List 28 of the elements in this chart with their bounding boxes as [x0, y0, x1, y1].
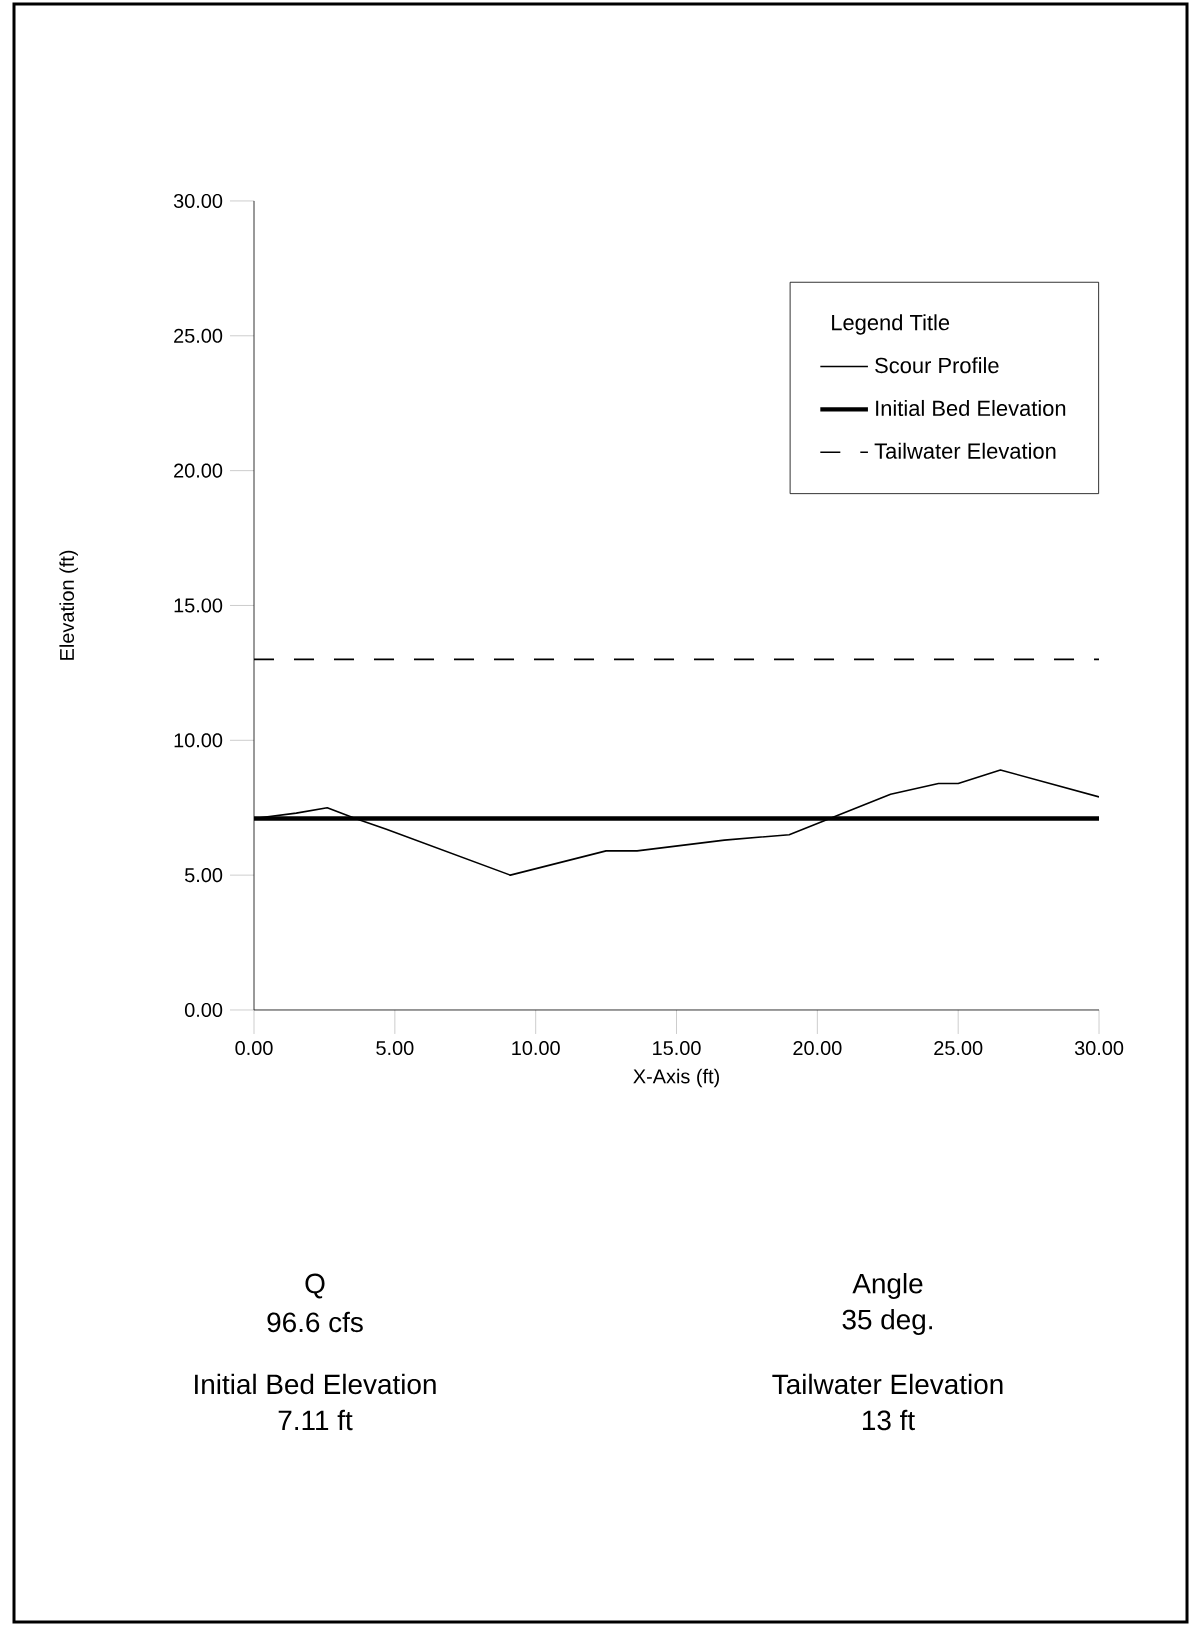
y-tick-label: 5.00: [184, 868, 223, 883]
text: Angle: [852, 1272, 923, 1299]
text: 13 ft: [862, 1409, 915, 1431]
y-tick-label: 30.00: [173, 193, 223, 208]
x-tick-label: 10.00: [512, 1041, 560, 1056]
x-axis-title: X-Axis (ft): [633, 1068, 719, 1088]
x-tick-label: 15.00: [653, 1041, 701, 1056]
text: 96.6 cfs: [267, 1311, 363, 1333]
x-tick-label: 30.00: [1074, 1041, 1124, 1056]
y-tick-label: 10.00: [174, 733, 223, 748]
y-tick-label: 15.00: [174, 598, 223, 613]
y-axis-title: Elevation (ft): [59, 550, 78, 660]
legend-label: Scour Profile: [875, 357, 999, 374]
x-tick-label: 5.00: [376, 1041, 414, 1056]
text: 35 deg.: [842, 1308, 932, 1335]
text: Initial Bed Elevation: [195, 1373, 436, 1395]
x-tick-label: 25.00: [934, 1041, 983, 1056]
legend-label: Initial Bed Elevation: [876, 399, 1066, 417]
text: Q: [305, 1273, 325, 1299]
x-tick-label: 20.00: [793, 1041, 842, 1056]
x-tick-label: 0.00: [235, 1041, 273, 1056]
legend-label: Tailwater Elevation: [874, 442, 1056, 459]
y-tick-label: 25.00: [174, 328, 223, 343]
y-tick-label: 20.00: [174, 463, 223, 478]
y-tick-label: 0.00: [184, 1002, 223, 1018]
text: 7.11 ft: [278, 1409, 353, 1431]
legend-title: Legend Title: [832, 314, 950, 335]
text: Tailwater Elevation: [772, 1373, 1003, 1395]
